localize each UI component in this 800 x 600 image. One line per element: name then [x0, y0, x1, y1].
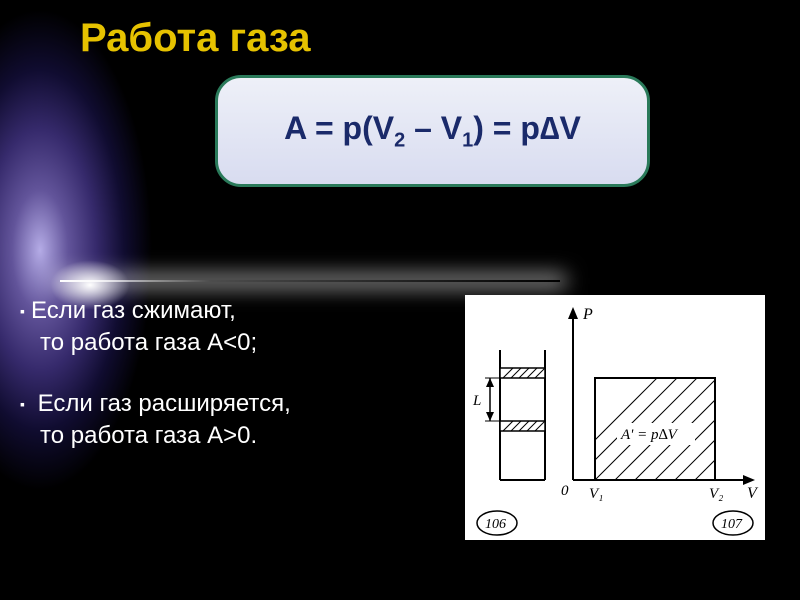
diagram-svg: P V 0 A' = p∆V V₁ V₂: [465, 295, 765, 540]
area-label: A' = p∆V: [620, 427, 679, 443]
figure-number-left: 106: [485, 517, 506, 532]
bullet-line: Если газ сжимают,: [31, 297, 236, 324]
bullet-line: Если газ расширяется,: [38, 390, 291, 417]
piston-bottom: [500, 421, 545, 431]
bullet-item: ▪ Если газ расширяется, то работа газа А…: [20, 388, 291, 453]
formula-part: V: [560, 110, 581, 146]
lens-flare: [60, 280, 560, 282]
v-axis-label: V: [747, 485, 759, 502]
bullet-line: то работа газа А<0;: [40, 329, 257, 356]
l-label: L: [472, 393, 481, 409]
formula-part: ) = p: [473, 110, 540, 146]
p-axis-arrow-icon: [568, 307, 578, 319]
bullet-marker-icon: ▪: [20, 396, 25, 412]
bullet-marker-icon: ▪: [20, 303, 25, 319]
p-axis-label: P: [582, 306, 593, 323]
formula-part: A = p(V: [284, 110, 394, 146]
l-arrow-up-icon: [486, 378, 494, 387]
origin-label: 0: [561, 483, 569, 499]
formula-text: A = p(V2 – V1) = p∆V: [284, 110, 581, 146]
v1-label: V₁: [589, 486, 603, 502]
formula-sub: 1: [462, 129, 473, 151]
bullet-list: ▪ Если газ сжимают, то работа газа А<0; ▪…: [20, 295, 291, 481]
slide-title: Работа газа: [80, 16, 311, 61]
formula-card: A = p(V2 – V1) = p∆V: [215, 75, 650, 187]
bullet-item: ▪ Если газ сжимают, то работа газа А<0;: [20, 295, 291, 360]
bullet-line: то работа газа А>0.: [40, 422, 257, 449]
v2-label: V₂: [709, 486, 723, 502]
formula-sub: 2: [394, 129, 405, 151]
l-arrow-down-icon: [486, 412, 494, 421]
formula-part: – V: [405, 110, 462, 146]
v-axis-arrow-icon: [743, 475, 755, 485]
formula-delta: ∆: [540, 110, 560, 146]
pv-diagram: P V 0 A' = p∆V V₁ V₂: [465, 295, 765, 540]
piston-top: [500, 368, 545, 378]
figure-number-right: 107: [721, 517, 743, 532]
